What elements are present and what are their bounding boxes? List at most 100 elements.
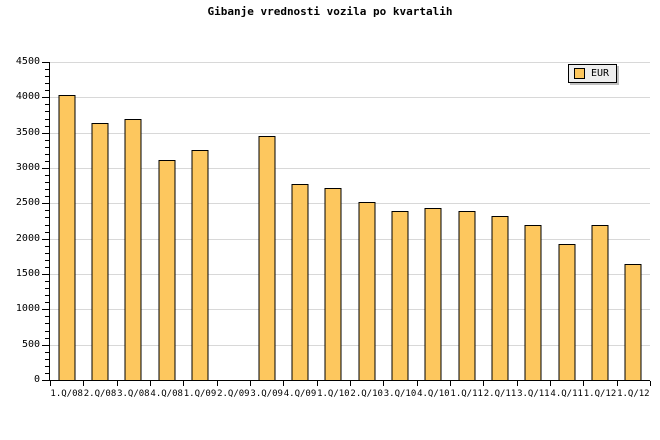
x-axis-tick-label: 1.Q/12 bbox=[617, 389, 650, 399]
bar-slot bbox=[350, 62, 383, 381]
y-axis-tick-minor bbox=[45, 330, 49, 332]
y-axis-tick-minor bbox=[45, 125, 49, 127]
bar-slot bbox=[250, 62, 283, 381]
x-axis-tick bbox=[250, 381, 251, 386]
y-axis-tick-minor bbox=[45, 302, 49, 304]
bar-slot bbox=[517, 62, 550, 381]
y-axis-tick-minor bbox=[45, 118, 49, 120]
chart-title: Gibanje vrednosti vozila po kvartalih bbox=[207, 5, 453, 18]
plot-area bbox=[50, 62, 650, 380]
y-axis-tick-minor bbox=[45, 281, 49, 283]
bar-slot bbox=[450, 62, 483, 381]
y-axis-tick-label: 3500 bbox=[15, 126, 40, 138]
chart-legend: EUR bbox=[568, 64, 618, 83]
y-axis-tick-minor bbox=[45, 83, 49, 85]
x-axis-tick-label: 4.Q/11 bbox=[550, 389, 583, 399]
x-axis-tick bbox=[116, 381, 118, 386]
x-axis-tick bbox=[450, 381, 451, 386]
bar-slot bbox=[383, 62, 416, 381]
x-axis-tick bbox=[483, 381, 485, 386]
x-axis-tick bbox=[83, 381, 85, 386]
bar-slot bbox=[150, 62, 183, 381]
gridline bbox=[50, 203, 650, 205]
bar-slot bbox=[317, 62, 350, 381]
x-axis-tick-label: 2.Q/10 bbox=[350, 389, 383, 399]
x-axis-line bbox=[49, 380, 650, 381]
x-axis-tick-label: 1.Q/09 bbox=[183, 389, 217, 399]
y-axis-tick-label: 2500 bbox=[15, 197, 40, 209]
bar bbox=[258, 136, 276, 381]
gridline bbox=[50, 274, 650, 275]
y-axis-tick-minor bbox=[45, 90, 49, 92]
x-axis-tick-label: 3.Q/10 bbox=[383, 389, 417, 399]
bar bbox=[458, 211, 476, 381]
x-axis-tick-label: 2.Q/08 bbox=[83, 389, 117, 399]
x-axis-tick-label: 4.Q/08 bbox=[150, 389, 183, 399]
x-axis-tick bbox=[383, 381, 385, 386]
bar bbox=[291, 183, 309, 381]
x-axis-tick-label: 2.Q/09 bbox=[217, 389, 250, 399]
x-axis-tick-label: 3.Q/08 bbox=[117, 389, 150, 399]
bar-slot bbox=[50, 62, 83, 381]
bar bbox=[158, 159, 176, 381]
y-axis-tick-minor bbox=[45, 245, 49, 247]
y-axis-tick-major bbox=[42, 203, 49, 205]
x-axis-tick bbox=[183, 381, 185, 386]
bar-slot bbox=[83, 62, 116, 381]
gridline bbox=[50, 344, 650, 346]
x-axis-tick bbox=[650, 381, 651, 386]
y-axis-tick-label: 1500 bbox=[15, 268, 40, 279]
y-axis-tick-label: 1000 bbox=[15, 303, 40, 315]
bar-slot bbox=[283, 62, 316, 381]
x-axis-tick bbox=[516, 381, 518, 386]
bar bbox=[591, 225, 609, 381]
gridline bbox=[50, 62, 650, 63]
y-axis-tick-minor bbox=[45, 252, 49, 254]
bar-slot bbox=[117, 62, 150, 381]
x-axis-tick-label: 3.Q/11 bbox=[517, 389, 550, 399]
y-axis-tick-minor bbox=[45, 288, 49, 290]
legend-label-eur: EUR bbox=[591, 68, 610, 79]
bar bbox=[424, 207, 442, 381]
y-axis-tick-minor bbox=[45, 104, 49, 106]
y-axis-tick-minor bbox=[45, 210, 49, 212]
x-axis-tick bbox=[50, 381, 51, 386]
gridline bbox=[50, 97, 650, 99]
y-axis-tick-minor bbox=[45, 337, 49, 339]
y-axis-tick-major bbox=[42, 309, 49, 311]
y-axis-tick-minor bbox=[45, 111, 49, 113]
bar-slot bbox=[483, 62, 516, 381]
x-axis-tick-label: 2.Q/11 bbox=[483, 389, 517, 399]
y-axis-tick-minor bbox=[45, 196, 49, 198]
y-axis-tick-minor bbox=[45, 182, 49, 184]
gridline bbox=[50, 132, 650, 134]
bar bbox=[391, 211, 409, 381]
y-axis-tick-minor bbox=[45, 224, 49, 226]
y-axis-tick-label: 2000 bbox=[15, 232, 40, 244]
x-axis-tick bbox=[616, 381, 618, 386]
bar-slot bbox=[583, 62, 616, 381]
y-axis-tick-minor bbox=[45, 139, 49, 141]
y-axis-tick-minor bbox=[45, 76, 49, 78]
bar bbox=[624, 264, 642, 381]
x-axis-tick-label: 1.Q/10 bbox=[317, 389, 350, 399]
legend-swatch-eur bbox=[574, 68, 585, 79]
y-axis-labels: 0 500 1000 1500 2000 2500 3000 3500 4000 4500 bbox=[0, 0, 40, 440]
bars-layer bbox=[50, 62, 650, 381]
y-axis-line bbox=[49, 62, 50, 381]
y-axis-tick-minor bbox=[45, 295, 49, 297]
x-axis-tick bbox=[283, 381, 285, 386]
x-axis-tick bbox=[316, 381, 318, 386]
bar-slot bbox=[550, 62, 583, 381]
bar-slot bbox=[217, 62, 250, 381]
bar bbox=[191, 150, 209, 381]
y-axis-tick-minor bbox=[45, 316, 49, 318]
y-axis-tick-label: 4000 bbox=[15, 91, 40, 103]
y-axis-tick-major bbox=[42, 97, 49, 99]
y-axis-tick-major bbox=[42, 62, 49, 63]
x-axis-tick bbox=[416, 381, 418, 386]
x-axis-tick-label: 1.Q/12 bbox=[583, 389, 617, 399]
bar-slot bbox=[617, 62, 650, 381]
x-axis-tick-label: 4.Q/09 bbox=[283, 389, 317, 399]
x-axis-tick-label: 4.Q/10 bbox=[417, 389, 450, 399]
